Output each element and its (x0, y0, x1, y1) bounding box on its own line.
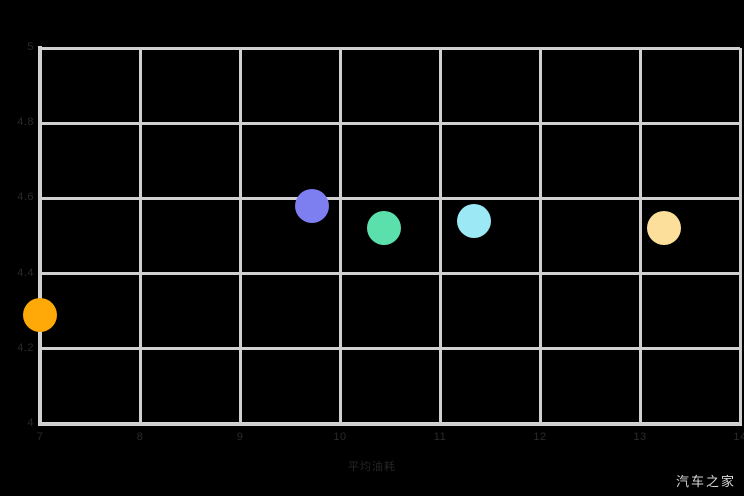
gridline-vertical (738, 48, 742, 424)
plot-area (23, 46, 742, 426)
gridline-vertical (238, 48, 242, 424)
data-point-bubble[interactable] (23, 297, 57, 332)
data-point-bubble[interactable] (647, 211, 681, 246)
watermark-label: 汽车之家 (675, 474, 736, 489)
gridline-vertical (538, 48, 542, 424)
gridline-vertical (138, 48, 142, 424)
gridline-vertical (438, 48, 442, 424)
x-tick-label: 7 (36, 431, 44, 443)
y-tick-label: 4.6 (17, 191, 34, 204)
y-tick-label: 4.8 (17, 116, 34, 129)
gridline-horizontal (40, 196, 740, 200)
y-tick-label: 5 (27, 41, 34, 53)
y-tick-label: 4 (27, 417, 34, 429)
data-point-bubble[interactable] (457, 203, 491, 238)
y-tick-label: 4.4 (17, 266, 34, 279)
x-tick-label: 8 (136, 431, 144, 443)
gridline-vertical (38, 48, 42, 424)
data-point-bubble[interactable] (295, 188, 329, 223)
gridline-horizontal (40, 347, 740, 351)
x-tick-label: 13 (633, 431, 647, 443)
gridline-horizontal (40, 121, 740, 125)
gridline-horizontal (40, 422, 740, 426)
gridline-vertical (638, 48, 642, 424)
gridline-horizontal (40, 272, 740, 276)
x-axis-title: 平均油耗 (348, 461, 396, 473)
gridline-vertical (338, 48, 342, 424)
x-tick-label: 11 (433, 431, 447, 443)
gridline-horizontal (40, 46, 740, 50)
data-point-bubble[interactable] (367, 211, 401, 246)
x-tick-label: 9 (236, 431, 244, 443)
x-tick-label: 14 (733, 431, 744, 443)
x-tick-label: 12 (533, 431, 547, 443)
y-tick-label: 4.2 (17, 341, 34, 354)
x-tick-label: 10 (333, 431, 347, 443)
